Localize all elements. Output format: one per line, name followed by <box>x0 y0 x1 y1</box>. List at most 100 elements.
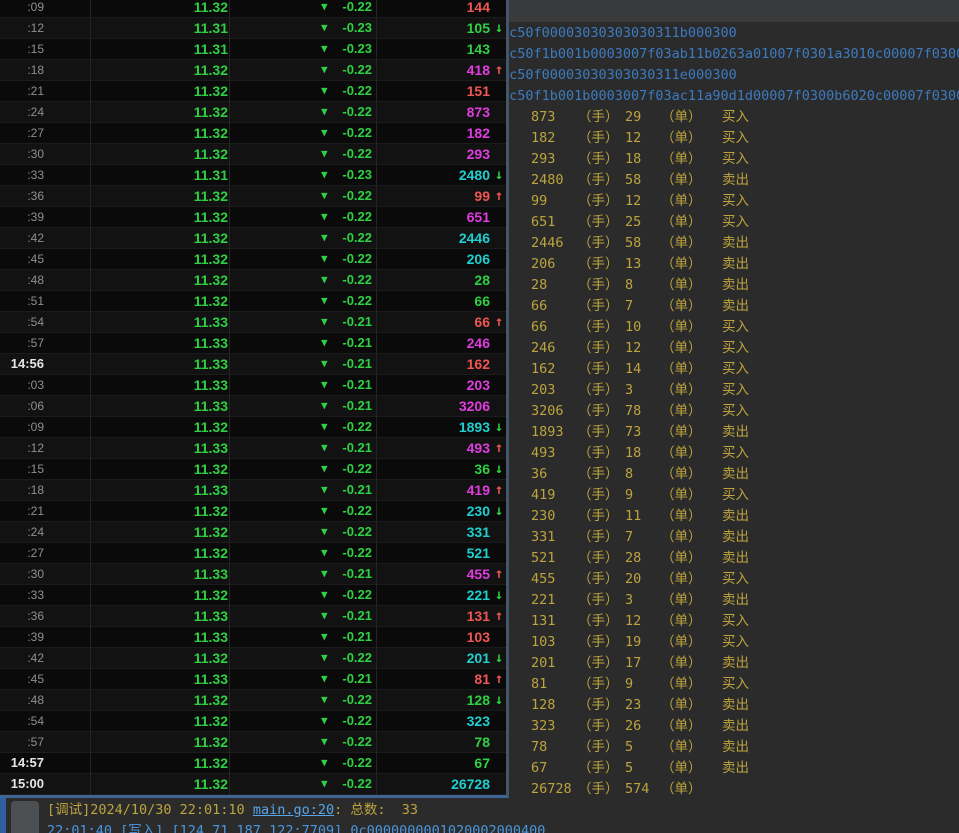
cell-time: :03 <box>27 378 44 392</box>
trade-orders-label: （单） <box>661 634 702 650</box>
table-row[interactable]: :45 11.33 ▼ -0.21 81 ↑ <box>0 669 506 690</box>
down-triangle-icon: ▼ <box>321 735 328 748</box>
table-row[interactable]: :27 11.32 ▼ -0.22 521 <box>0 543 506 564</box>
trade-direction: 卖出 <box>722 529 749 545</box>
console-trade-line: 230 （手） 11 （单） 卖出 <box>0 506 959 527</box>
down-triangle-icon: ▼ <box>321 0 328 13</box>
trade-orders: 20 <box>625 571 642 587</box>
down-triangle-icon: ▼ <box>321 378 328 391</box>
cell-volume: 67 <box>474 755 490 771</box>
cell-volume: 493 <box>466 440 490 456</box>
cell-price: 11.32 <box>193 503 228 519</box>
cell-price: 11.32 <box>193 209 228 225</box>
trade-lots-label: （手） <box>578 571 619 587</box>
cell-change: -0.22 <box>342 461 372 476</box>
console-trade-line: 201 （手） 17 （单） 卖出 <box>0 653 959 674</box>
trade-direction: 买入 <box>722 571 749 587</box>
trade-lots-label: （手） <box>578 361 619 377</box>
cell-volume: 3206 <box>458 398 490 414</box>
trade-orders-label: （单） <box>661 760 702 776</box>
trade-lots: 521 <box>531 550 556 566</box>
column-divider <box>376 0 377 795</box>
table-row[interactable]: :36 11.33 ▼ -0.21 131 ↑ <box>0 606 506 627</box>
table-row[interactable]: :30 11.32 ▼ -0.22 293 <box>0 144 506 165</box>
table-row[interactable]: :03 11.33 ▼ -0.21 203 <box>0 375 506 396</box>
trade-lots: 99 <box>531 193 548 209</box>
table-row[interactable]: :48 11.32 ▼ -0.22 128 ↓ <box>0 690 506 711</box>
down-triangle-icon: ▼ <box>321 63 328 76</box>
table-row[interactable]: :27 11.32 ▼ -0.22 182 <box>0 123 506 144</box>
table-row[interactable]: :09 11.32 ▼ -0.22 1893 ↓ <box>0 417 506 438</box>
table-row[interactable]: :18 11.33 ▼ -0.21 419 ↑ <box>0 480 506 501</box>
table-row[interactable]: :42 11.32 ▼ -0.22 2446 <box>0 228 506 249</box>
cell-volume: 128 <box>466 692 490 708</box>
trade-orders: 28 <box>625 550 642 566</box>
trade-lots: 103 <box>531 634 556 650</box>
down-triangle-icon: ▼ <box>321 42 328 55</box>
table-row[interactable]: :18 11.32 ▼ -0.22 418 ↑ <box>0 60 506 81</box>
trade-orders-label: （单） <box>661 655 702 671</box>
table-row[interactable]: :42 11.32 ▼ -0.22 201 ↓ <box>0 648 506 669</box>
table-row[interactable]: :51 11.32 ▼ -0.22 66 <box>0 291 506 312</box>
table-row[interactable]: :39 11.33 ▼ -0.21 103 <box>0 627 506 648</box>
trade-orders: 13 <box>625 256 642 272</box>
scrollbar-thumb[interactable] <box>11 801 39 833</box>
table-row[interactable]: 14:56 11.33 ▼ -0.21 162 <box>0 354 506 375</box>
table-row[interactable]: :15 11.31 ▼ -0.23 143 <box>0 39 506 60</box>
up-arrow-icon: ↑ <box>494 440 504 456</box>
cell-change: -0.21 <box>342 629 372 644</box>
trade-orders: 23 <box>625 697 642 713</box>
table-row[interactable]: 15:00 11.32 ▼ -0.22 26728 <box>0 774 506 795</box>
trade-orders-label: （单） <box>661 613 702 629</box>
table-row[interactable]: :21 11.32 ▼ -0.22 230 ↓ <box>0 501 506 522</box>
trade-orders: 9 <box>625 487 634 503</box>
cell-volume: 201 <box>466 650 490 666</box>
table-row[interactable]: :30 11.33 ▼ -0.21 455 ↑ <box>0 564 506 585</box>
trade-lots: 131 <box>531 613 556 629</box>
table-row[interactable]: :33 11.32 ▼ -0.22 221 ↓ <box>0 585 506 606</box>
table-row[interactable]: :06 11.33 ▼ -0.21 3206 <box>0 396 506 417</box>
cell-change: -0.21 <box>342 566 372 581</box>
console-trade-line: 131 （手） 12 （单） 买入 <box>0 611 959 632</box>
table-row[interactable]: :33 11.31 ▼ -0.23 2480 ↓ <box>0 165 506 186</box>
trade-orders: 73 <box>625 424 642 440</box>
trade-lots-label: （手） <box>578 340 619 356</box>
cell-price: 11.32 <box>193 650 228 666</box>
table-row[interactable]: :36 11.32 ▼ -0.22 99 ↑ <box>0 186 506 207</box>
console-trade-line: 246 （手） 12 （单） 买入 <box>0 338 959 359</box>
trade-direction: 卖出 <box>722 739 749 755</box>
source-link[interactable]: main.go:20 <box>252 802 335 818</box>
table-row[interactable]: :54 11.32 ▼ -0.22 323 <box>0 711 506 732</box>
table-row[interactable]: :21 11.32 ▼ -0.22 151 <box>0 81 506 102</box>
down-triangle-icon: ▼ <box>321 105 328 118</box>
table-row[interactable]: :54 11.33 ▼ -0.21 66 ↑ <box>0 312 506 333</box>
cell-price: 11.33 <box>193 377 228 393</box>
table-row[interactable]: :57 11.32 ▼ -0.22 78 <box>0 732 506 753</box>
down-triangle-icon: ▼ <box>321 126 328 139</box>
cell-time: :09 <box>27 420 44 434</box>
cell-price: 11.32 <box>193 545 228 561</box>
trade-orders: 12 <box>625 340 642 356</box>
cell-price: 11.33 <box>193 356 228 372</box>
table-row[interactable]: 14:57 11.32 ▼ -0.22 67 <box>0 753 506 774</box>
table-row[interactable]: :48 11.32 ▼ -0.22 28 <box>0 270 506 291</box>
table-row[interactable]: :12 11.31 ▼ -0.23 105 ↓ <box>0 18 506 39</box>
table-row[interactable]: :39 11.32 ▼ -0.22 651 <box>0 207 506 228</box>
cell-volume: 66 <box>474 293 490 309</box>
trade-lots: 36 <box>531 466 548 482</box>
trade-lots: 2480 <box>531 172 564 188</box>
cell-time: :33 <box>27 588 44 602</box>
cell-time: :45 <box>27 252 44 266</box>
table-row[interactable]: :15 11.32 ▼ -0.22 36 ↓ <box>0 459 506 480</box>
table-row[interactable]: :24 11.32 ▼ -0.22 873 <box>0 102 506 123</box>
cell-volume: 151 <box>466 83 490 99</box>
table-row[interactable]: :45 11.32 ▼ -0.22 206 <box>0 249 506 270</box>
table-row[interactable]: :57 11.33 ▼ -0.21 246 <box>0 333 506 354</box>
trade-orders: 8 <box>625 277 634 293</box>
console-trade-line: 331 （手） 7 （单） 卖出 <box>0 527 959 548</box>
table-row[interactable]: :09 11.32 ▼ -0.22 144 <box>0 0 506 18</box>
table-row[interactable]: :12 11.33 ▼ -0.21 493 ↑ <box>0 438 506 459</box>
console-trade-line: 36 （手） 8 （单） 卖出 <box>0 464 959 485</box>
down-triangle-icon: ▼ <box>321 672 328 685</box>
table-row[interactable]: :24 11.32 ▼ -0.22 331 <box>0 522 506 543</box>
